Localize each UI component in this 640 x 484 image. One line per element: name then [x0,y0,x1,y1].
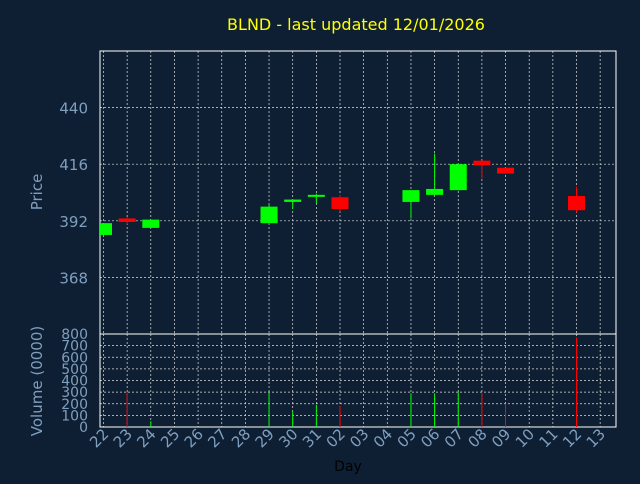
x-axis-label: Day [334,459,362,475]
x-tick-label: 24 [133,425,159,451]
price-tick-label: 416 [59,156,88,174]
volume-tick-label: 100 [61,408,88,424]
x-tick-label: 12 [559,425,585,451]
price-tick-label: 392 [59,213,88,231]
candle [402,190,420,219]
volume-tick-label: 0 [79,420,88,436]
x-axis: 2223242526272829303102030405060708091011… [86,425,609,451]
candle [497,167,515,174]
x-tick-label: 05 [394,425,420,451]
x-tick-label: 29 [252,425,278,451]
candle [568,186,585,213]
chart-title: BLND - last updated 12/01/2026 [227,15,485,34]
volume-tick-label: 400 [61,374,88,390]
candle-body [402,190,420,202]
volume-tick-label: 300 [61,385,88,401]
x-tick-label: 25 [157,425,183,451]
candle [142,219,160,228]
candle-body [100,223,112,235]
candle [449,164,467,191]
candle-body [497,167,515,174]
x-tick-label: 26 [181,425,207,451]
x-tick-label: 11 [535,425,561,451]
x-tick-label: 13 [583,425,609,451]
x-tick-label: 30 [275,425,301,451]
price-tick-label: 440 [59,100,88,118]
candle-body [142,219,160,228]
candle [118,217,136,225]
candle [100,223,112,235]
volume-axis-label: Volume (0000) [28,326,46,436]
x-tick-label: 08 [464,425,490,451]
volume-tick-label: 500 [61,362,88,378]
x-tick-label: 10 [512,425,538,451]
candle [426,153,444,195]
candle-body [118,218,136,222]
candle-body [568,196,585,211]
candle-body [331,197,349,210]
candle [284,199,302,210]
candle-body [260,206,278,224]
candle [307,193,325,204]
x-tick-label: 31 [299,425,325,451]
price-tick-label: 368 [59,269,88,287]
candle-body [284,199,302,202]
price-panel-frame [99,50,617,335]
volume-panel-frame [99,333,617,428]
volume-tick-label: 200 [61,397,88,413]
x-tick-label: 02 [323,425,349,451]
x-tick-label: 22 [86,425,112,451]
x-tick-label: 23 [110,425,136,451]
x-tick-label: 04 [370,425,396,451]
x-tick-label: 27 [204,425,230,451]
candle [331,194,349,212]
candle-body [449,164,467,191]
x-tick-label: 28 [228,425,254,451]
x-tick-label: 06 [417,425,443,451]
price-axis-label: Price [28,174,46,211]
x-tick-label: 03 [346,425,372,451]
x-tick-label: 09 [488,425,514,451]
candle-body [426,188,444,195]
x-tick-label: 07 [441,425,467,451]
candle [473,160,491,179]
candle-body [307,194,325,197]
candle-body [473,160,491,166]
volume-tick-label: 600 [61,350,88,366]
price-panel: 368 392 416 440 [59,50,617,335]
candle [260,204,278,225]
volume-tick-label: 800 [61,327,88,343]
volume-tick-label: 700 [61,339,88,355]
